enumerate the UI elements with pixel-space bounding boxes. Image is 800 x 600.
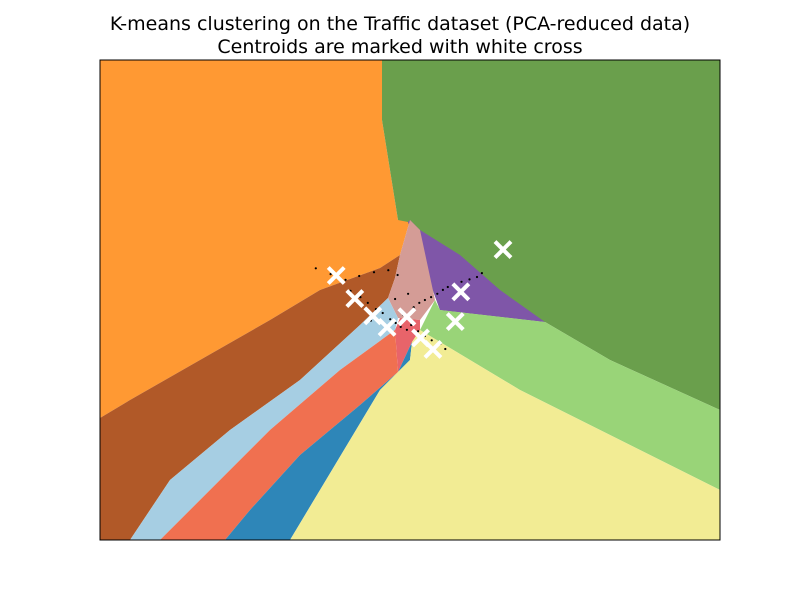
- data-point: [444, 347, 447, 351]
- data-point: [329, 273, 332, 276]
- data-point: [359, 296, 362, 299]
- data-point: [381, 311, 384, 315]
- data-point: [407, 292, 410, 295]
- data-point: [394, 297, 397, 301]
- data-point: [394, 321, 397, 325]
- data-point: [314, 267, 317, 270]
- data-point: [396, 273, 399, 277]
- region-lightblue: [130, 298, 398, 540]
- data-point: [436, 292, 439, 295]
- data-point: [423, 298, 426, 302]
- data-point: [475, 275, 479, 279]
- region-brown: [100, 255, 400, 540]
- region-yellow: [290, 330, 720, 540]
- region-lightgreen: [420, 300, 720, 490]
- data-point: [372, 271, 376, 274]
- region-orange: [100, 60, 410, 418]
- cluster-regions: [100, 60, 720, 540]
- data-point: [480, 272, 483, 275]
- data-point: [417, 330, 420, 333]
- data-point: [366, 301, 369, 304]
- region-blue: [225, 342, 412, 540]
- data-point: [430, 296, 433, 299]
- data-point: [389, 318, 392, 321]
- chart-subtitle: Centroids are marked with white cross: [217, 36, 583, 58]
- centroid-marker: [445, 312, 465, 332]
- centroid-marker: [377, 317, 397, 337]
- region-green-dark: [382, 60, 720, 410]
- centroid-marker: [345, 289, 365, 308]
- data-point: [405, 328, 408, 331]
- data-point: [358, 274, 361, 278]
- centroid-marker: [397, 307, 417, 327]
- centroid-marker: [493, 240, 513, 260]
- data-points: [314, 267, 483, 351]
- chart-title: K-means clustering on the Traffic datase…: [109, 13, 691, 35]
- data-point: [418, 301, 421, 304]
- region-rose: [388, 220, 435, 320]
- data-point: [399, 325, 402, 328]
- region-purple: [408, 220, 545, 322]
- data-point: [441, 288, 444, 291]
- axes-frame: [99, 59, 721, 541]
- data-point: [387, 269, 390, 272]
- data-point: [468, 278, 471, 281]
- centroid-marker: [326, 266, 346, 285]
- centroid-markers: [326, 240, 513, 359]
- centroid-marker: [451, 282, 471, 302]
- region-salmon: [160, 330, 398, 540]
- data-point: [460, 280, 463, 283]
- data-point: [430, 339, 433, 342]
- data-point: [446, 285, 449, 289]
- centroid-marker: [423, 340, 443, 359]
- data-point: [344, 278, 347, 281]
